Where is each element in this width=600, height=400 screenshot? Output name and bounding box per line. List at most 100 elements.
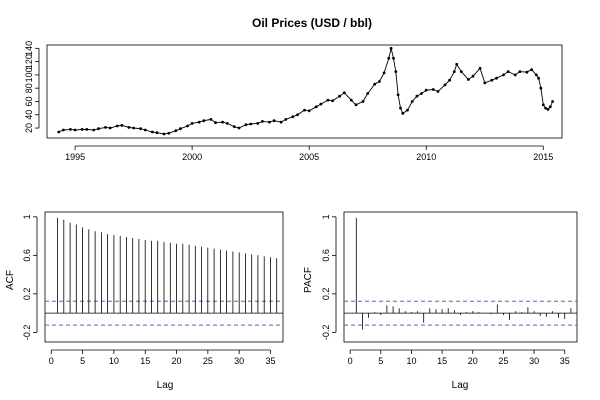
- y-tick-label: 140: [24, 41, 34, 56]
- x-tick-label: 20: [172, 356, 182, 366]
- data-point: [415, 94, 419, 98]
- data-point: [179, 127, 182, 131]
- x-tick-label: 30: [529, 356, 539, 366]
- data-point: [307, 109, 311, 113]
- data-point: [537, 76, 540, 80]
- data-point: [431, 88, 435, 91]
- data-point: [483, 81, 487, 85]
- data-point: [513, 73, 517, 77]
- y-tick-label: 0.2: [321, 288, 331, 301]
- plot-frame: [343, 211, 578, 343]
- data-point: [232, 125, 236, 129]
- data-point: [143, 128, 147, 132]
- data-point: [502, 73, 505, 77]
- y-tick-label: 80: [24, 83, 34, 93]
- data-point: [342, 91, 346, 95]
- data-point: [244, 123, 248, 127]
- y-tick-label: 1: [22, 214, 32, 219]
- data-point: [225, 122, 229, 125]
- data-point: [373, 82, 377, 86]
- data-point: [115, 124, 119, 128]
- data-point: [139, 127, 143, 131]
- data-point: [209, 118, 213, 121]
- y-tick-label: 120: [24, 54, 34, 69]
- data-point: [214, 121, 217, 125]
- data-point: [57, 130, 61, 134]
- x-tick-label: 25: [203, 356, 213, 366]
- x-tick-label: 25: [498, 356, 508, 366]
- data-point: [406, 108, 409, 112]
- y-tick-label: 40: [24, 110, 34, 120]
- data-point: [284, 118, 288, 121]
- data-point: [420, 92, 423, 95]
- data-point: [399, 106, 402, 110]
- data-point: [551, 100, 554, 103]
- x-tick-label: 2010: [416, 152, 436, 162]
- x-tick-label: 2005: [299, 152, 319, 162]
- data-point: [396, 93, 400, 97]
- x-tick-label: 5: [80, 356, 85, 366]
- data-point: [69, 127, 72, 131]
- acf-y-axis-label: ACF: [5, 270, 16, 290]
- data-point: [268, 120, 271, 124]
- data-point: [73, 128, 77, 132]
- data-point: [424, 88, 428, 92]
- data-point: [394, 70, 398, 73]
- data-point: [539, 86, 543, 90]
- data-point: [85, 127, 89, 131]
- x-tick-label: 0: [49, 356, 54, 366]
- chart-title: Oil Prices (USD / bbl): [252, 16, 372, 30]
- data-point: [354, 103, 358, 107]
- plot-frame: [44, 211, 284, 343]
- data-point: [401, 112, 405, 115]
- data-point: [186, 124, 189, 128]
- x-tick-label: 20: [468, 356, 478, 366]
- x-tick-label: 5: [378, 356, 383, 366]
- data-point: [378, 80, 381, 83]
- data-point: [97, 127, 100, 131]
- acf-panel: Lag ACF 0 5 10 15 20 25 30 35 -0.2 0.2 0.6 1: [5, 211, 284, 391]
- data-point: [237, 126, 241, 130]
- data-point: [197, 120, 201, 124]
- data-point: [436, 90, 440, 93]
- y-tick-label: -0.2: [22, 325, 32, 341]
- data-point: [387, 56, 391, 60]
- data-point: [80, 127, 84, 131]
- data-point: [155, 131, 159, 135]
- data-point: [455, 62, 459, 66]
- data-point: [366, 92, 370, 95]
- data-point: [279, 120, 283, 124]
- data-point: [338, 94, 341, 98]
- data-point: [530, 68, 533, 71]
- pacf-panel: Lag PACF 0 5 10 15 20 25 30 35 -0.2 0.2 0.6 1: [303, 211, 578, 391]
- y-tick-label: 60: [24, 96, 34, 106]
- data-point: [544, 106, 547, 110]
- data-point: [495, 76, 498, 80]
- data-point: [410, 100, 414, 103]
- x-tick-label: 1995: [65, 152, 85, 162]
- y-tick-label: 100: [24, 67, 34, 82]
- data-point: [361, 100, 365, 103]
- data-point: [518, 70, 522, 73]
- data-point: [162, 132, 166, 136]
- data-point: [190, 122, 194, 125]
- data-point: [349, 98, 353, 102]
- x-tick-label: 0: [348, 356, 353, 366]
- y-tick-label: 0.6: [321, 249, 331, 262]
- acf-x-axis-label: Lag: [157, 380, 174, 391]
- data-point: [467, 78, 470, 81]
- data-point: [478, 66, 482, 70]
- x-tick-label: 15: [140, 356, 150, 366]
- x-tick-label: 2015: [533, 152, 553, 162]
- price-series-line: [58, 48, 554, 135]
- y-tick-label: 20: [24, 123, 34, 133]
- data-point: [314, 105, 318, 109]
- data-point: [443, 83, 447, 87]
- data-point: [389, 46, 393, 50]
- data-point: [490, 78, 494, 82]
- data-point: [291, 115, 295, 119]
- data-point: [459, 70, 463, 73]
- data-point: [541, 103, 545, 107]
